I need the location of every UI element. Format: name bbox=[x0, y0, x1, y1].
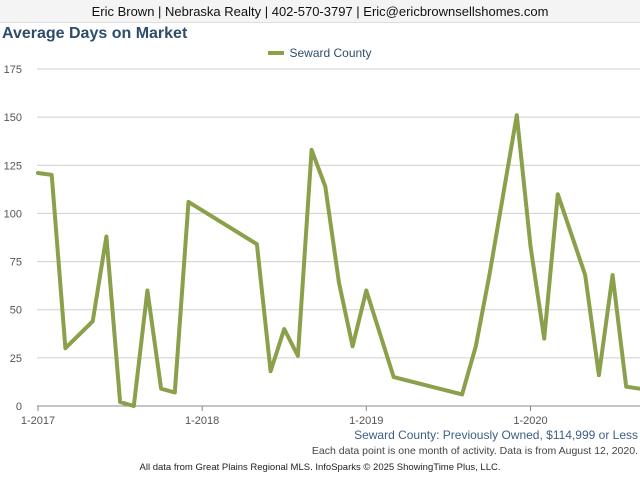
contact-info: Eric Brown | Nebraska Realty | 402-570-3… bbox=[91, 3, 549, 19]
y-tick-label: 25 bbox=[10, 353, 22, 365]
y-tick-label: 150 bbox=[4, 112, 22, 124]
chart-subtitle: Seward County: Previously Owned, $114,99… bbox=[354, 428, 638, 442]
y-tick-label: 75 bbox=[10, 257, 22, 269]
data-note: Each data point is one month of activity… bbox=[311, 445, 638, 457]
y-tick-label: 125 bbox=[4, 160, 22, 172]
legend-label: Seward County bbox=[289, 46, 372, 60]
line-chart: 0 25 50 75 100 125 150 175 1-2017 1-2018 1-2019 1-2… bbox=[4, 64, 640, 427]
legend-swatch bbox=[268, 51, 285, 55]
x-tick-label: 1-2020 bbox=[513, 415, 547, 427]
chart-title: Average Days on Market bbox=[2, 25, 188, 42]
x-tick-label: 1-2018 bbox=[185, 415, 219, 427]
chart-legend: Seward County bbox=[0, 44, 640, 62]
x-tick-label: 1-2017 bbox=[21, 415, 55, 427]
x-tick-label: 1-2019 bbox=[349, 415, 383, 427]
y-tick-label: 50 bbox=[10, 305, 22, 317]
contact-header-bar: Eric Brown | Nebraska Realty | 402-570-3… bbox=[0, 0, 640, 23]
y-tick-label: 0 bbox=[16, 401, 22, 413]
y-tick-label: 100 bbox=[4, 208, 22, 220]
y-tick-label: 175 bbox=[4, 64, 22, 76]
series-line-seward-county bbox=[36, 113, 640, 408]
page-footer: All data from Great Plains Regional MLS.… bbox=[139, 462, 501, 473]
